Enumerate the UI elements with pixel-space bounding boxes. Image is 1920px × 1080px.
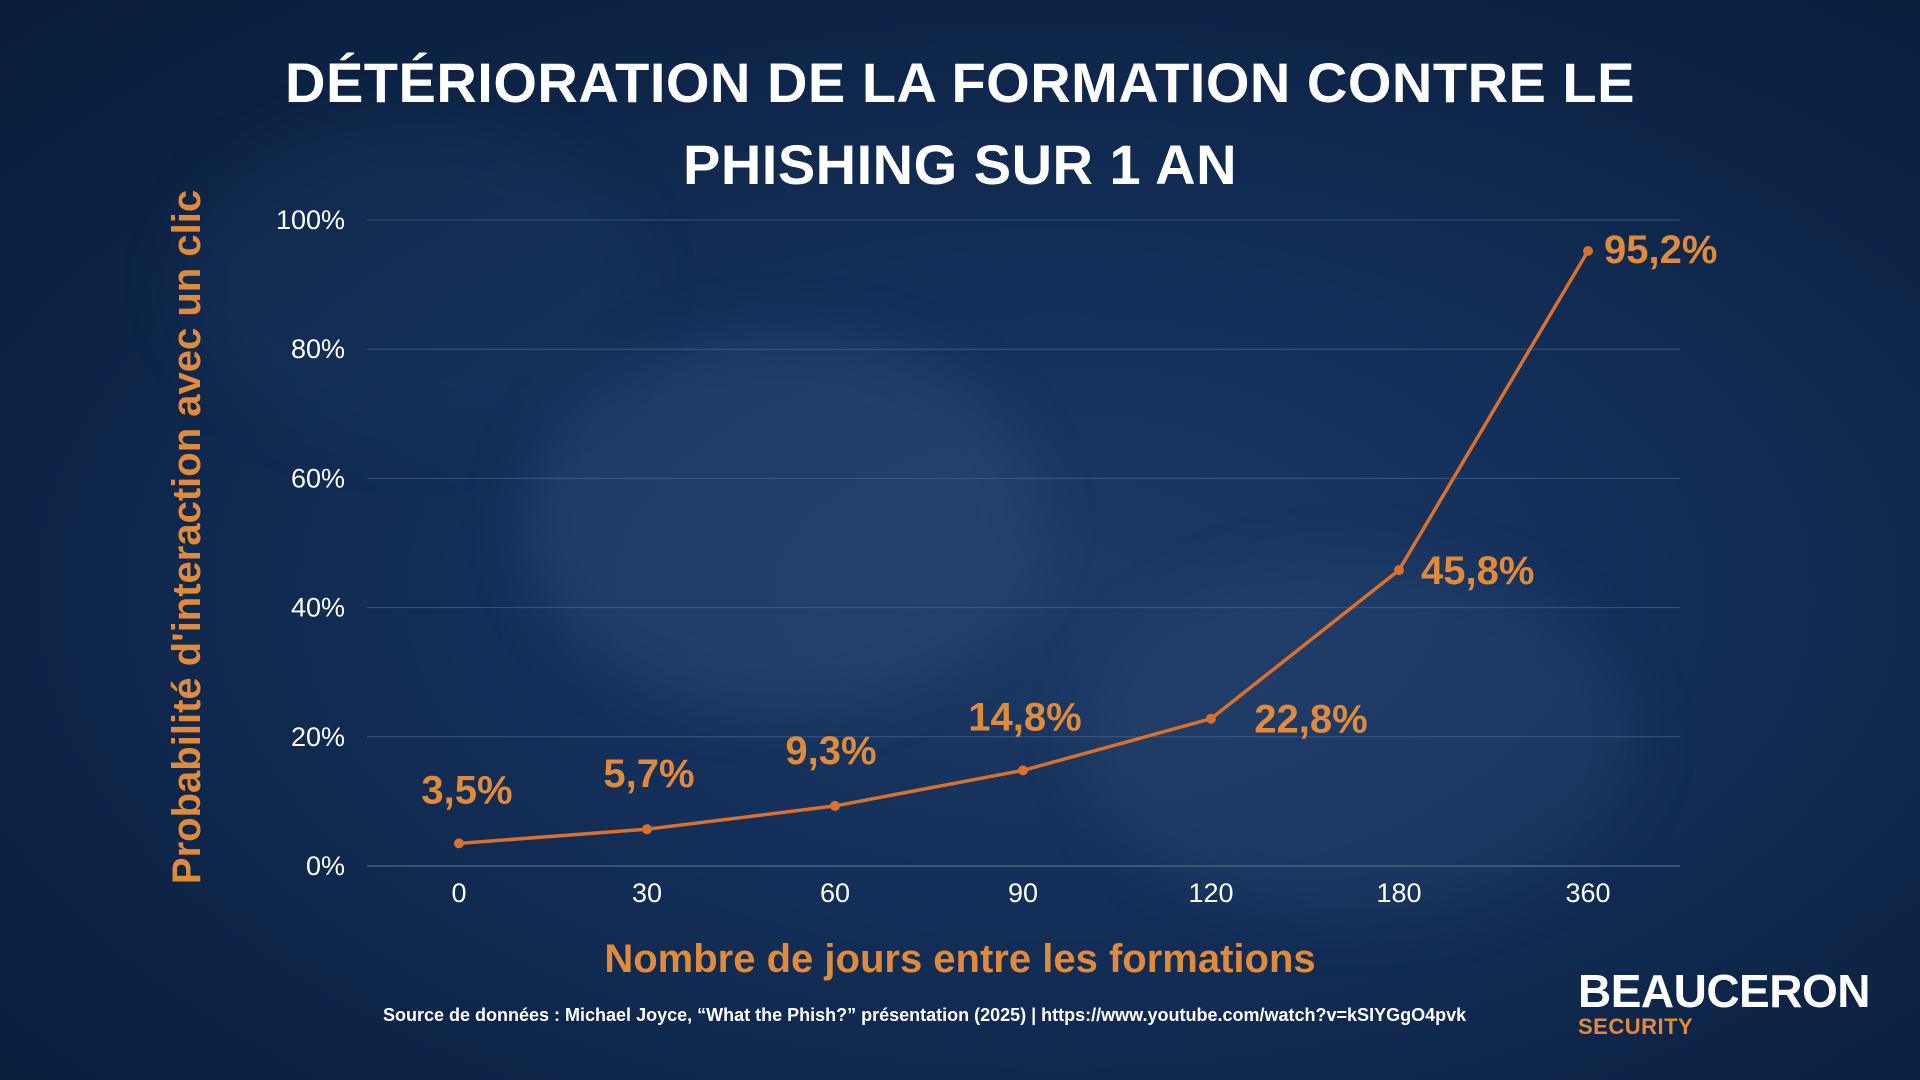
x-tick-label: 120 xyxy=(1188,878,1233,908)
chart-title-line-2: PHISHING SUR 1 AN xyxy=(682,133,1238,196)
data-source-note: Source de données : Michael Joyce, “What… xyxy=(383,1005,1467,1025)
y-axis-title: Probabilité d'interaction avec un clic xyxy=(165,190,209,884)
y-tick-label: 60% xyxy=(291,463,345,493)
brand-name: BEAUCERON xyxy=(1578,965,1870,1017)
y-tick-label: 80% xyxy=(291,334,345,364)
y-tick-label: 40% xyxy=(291,593,345,623)
x-tick-label: 180 xyxy=(1376,878,1421,908)
data-label: 95,2% xyxy=(1604,228,1717,272)
y-tick-label: 0% xyxy=(306,851,345,881)
data-label: 9,3% xyxy=(785,729,876,773)
x-tick-label: 360 xyxy=(1565,878,1610,908)
brand-subtitle: SECURITY xyxy=(1578,1014,1694,1039)
y-tick-label: 100% xyxy=(276,205,345,235)
data-point xyxy=(454,838,464,849)
data-label: 45,8% xyxy=(1421,549,1534,593)
y-tick-label: 20% xyxy=(291,722,345,752)
chart-title-line-1: DÉTÉRIORATION DE LA FORMATION CONTRE LE xyxy=(285,51,1635,114)
data-label: 5,7% xyxy=(603,752,694,796)
data-label: 14,8% xyxy=(968,695,1081,739)
data-point xyxy=(830,800,840,811)
data-point xyxy=(1583,246,1593,257)
data-point xyxy=(1206,713,1216,724)
data-point xyxy=(1394,565,1404,576)
brand-logo: BEAUCERON SECURITY xyxy=(1578,968,1870,1038)
data-label: 22,8% xyxy=(1254,698,1367,742)
data-label: 3,5% xyxy=(421,768,512,812)
x-axis-title: Nombre de jours entre les formations xyxy=(604,937,1315,981)
data-point xyxy=(1018,765,1028,776)
data-point xyxy=(642,824,652,835)
x-tick-label: 0 xyxy=(451,878,466,908)
x-tick-label: 30 xyxy=(632,878,662,908)
x-tick-label: 60 xyxy=(820,878,850,908)
x-tick-label: 90 xyxy=(1008,878,1038,908)
chart-title: DÉTÉRIORATION DE LA FORMATION CONTRE LE … xyxy=(0,42,1920,206)
